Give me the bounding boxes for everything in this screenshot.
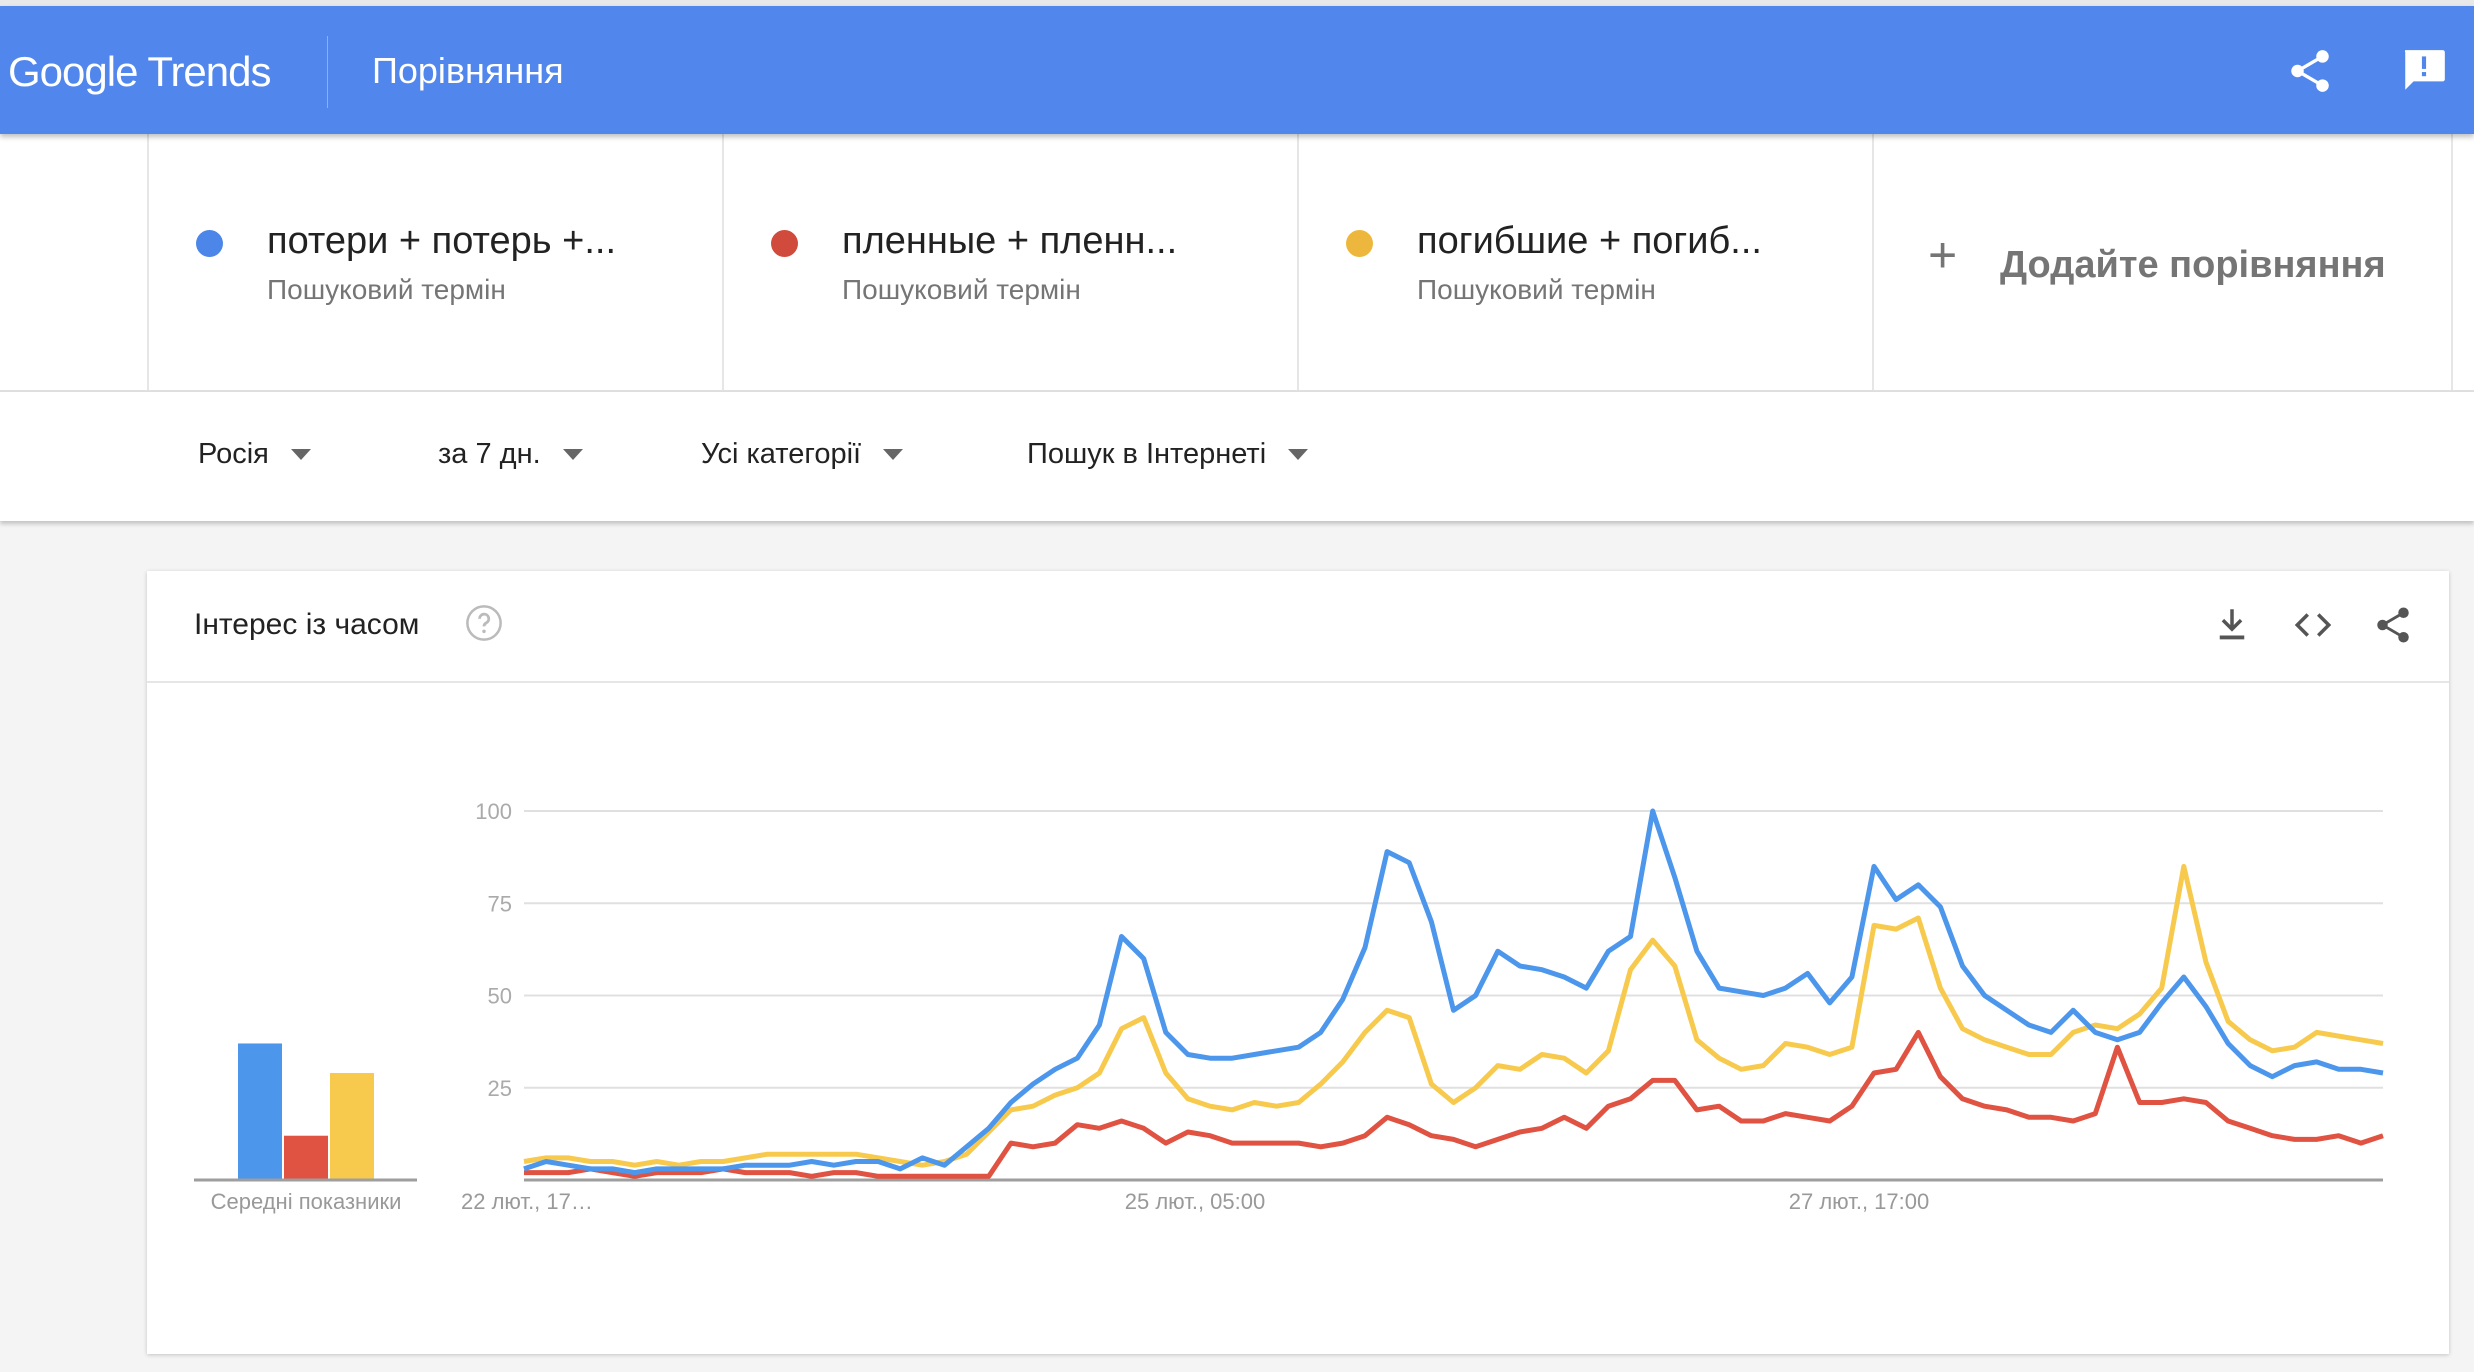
header-divider xyxy=(327,36,328,108)
search-type-label: Пошук в Інтернеті xyxy=(1027,438,1267,470)
region-dropdown[interactable]: Росія xyxy=(198,438,311,471)
series-color-dot xyxy=(1346,230,1373,257)
region-label: Росія xyxy=(198,438,269,470)
caret-down-icon xyxy=(290,449,311,460)
share-icon[interactable] xyxy=(2372,604,2414,646)
term-card-3[interactable]: погибшие + погиб... Пошуковий термін xyxy=(1297,134,1874,390)
page-title: Порівняння xyxy=(372,50,564,91)
term-type: Пошуковий термін xyxy=(1417,274,1656,305)
feedback-icon[interactable] xyxy=(2399,46,2449,96)
download-icon[interactable] xyxy=(2211,604,2253,646)
series-color-dot xyxy=(771,230,798,257)
window-top-edge xyxy=(0,0,2474,6)
add-comparison-label: Додайте порівняння xyxy=(2000,244,2386,286)
term-name[interactable]: пленные + пленн... xyxy=(842,220,1178,262)
card-divider xyxy=(147,681,2449,683)
card-title: Інтерес із часом xyxy=(194,608,420,641)
google-trends-logo[interactable]: Google Trends xyxy=(8,48,272,95)
interest-over-time-card: Інтерес із часом xyxy=(147,571,2449,1354)
add-comparison-button[interactable]: + Додайте порівняння xyxy=(1872,134,2453,390)
term-card-2[interactable]: пленные + пленн... Пошуковий термін xyxy=(722,134,1299,390)
time-range-label: за 7 дн. xyxy=(438,438,541,470)
search-type-dropdown[interactable]: Пошук в Інтернеті xyxy=(1027,438,1309,471)
filters-bar: Росія за 7 дн. Усі категорії Пошук в Інт… xyxy=(0,392,2474,521)
caret-down-icon xyxy=(1288,449,1309,460)
time-range-dropdown[interactable]: за 7 дн. xyxy=(438,438,583,471)
help-icon[interactable] xyxy=(465,604,503,642)
share-icon[interactable] xyxy=(2285,46,2335,96)
app-header: Google Trends Порівняння xyxy=(0,6,2474,134)
term-type: Пошуковий термін xyxy=(842,274,1081,305)
embed-icon[interactable] xyxy=(2292,604,2334,646)
term-name[interactable]: погибшие + погиб... xyxy=(1417,220,1762,262)
term-type: Пошуковий термін xyxy=(267,274,506,305)
plus-icon: + xyxy=(1928,227,1958,283)
caret-down-icon xyxy=(562,449,583,460)
category-dropdown[interactable]: Усі категорії xyxy=(701,438,904,471)
term-card-1[interactable]: потери + потерь +... Пошуковий термін xyxy=(147,134,724,390)
comparison-terms-bar: потери + потерь +... Пошуковий термін пл… xyxy=(0,134,2474,392)
caret-down-icon xyxy=(883,449,904,460)
term-name[interactable]: потери + потерь +... xyxy=(267,220,616,262)
series-color-dot xyxy=(196,230,223,257)
category-label: Усі категорії xyxy=(701,438,862,470)
